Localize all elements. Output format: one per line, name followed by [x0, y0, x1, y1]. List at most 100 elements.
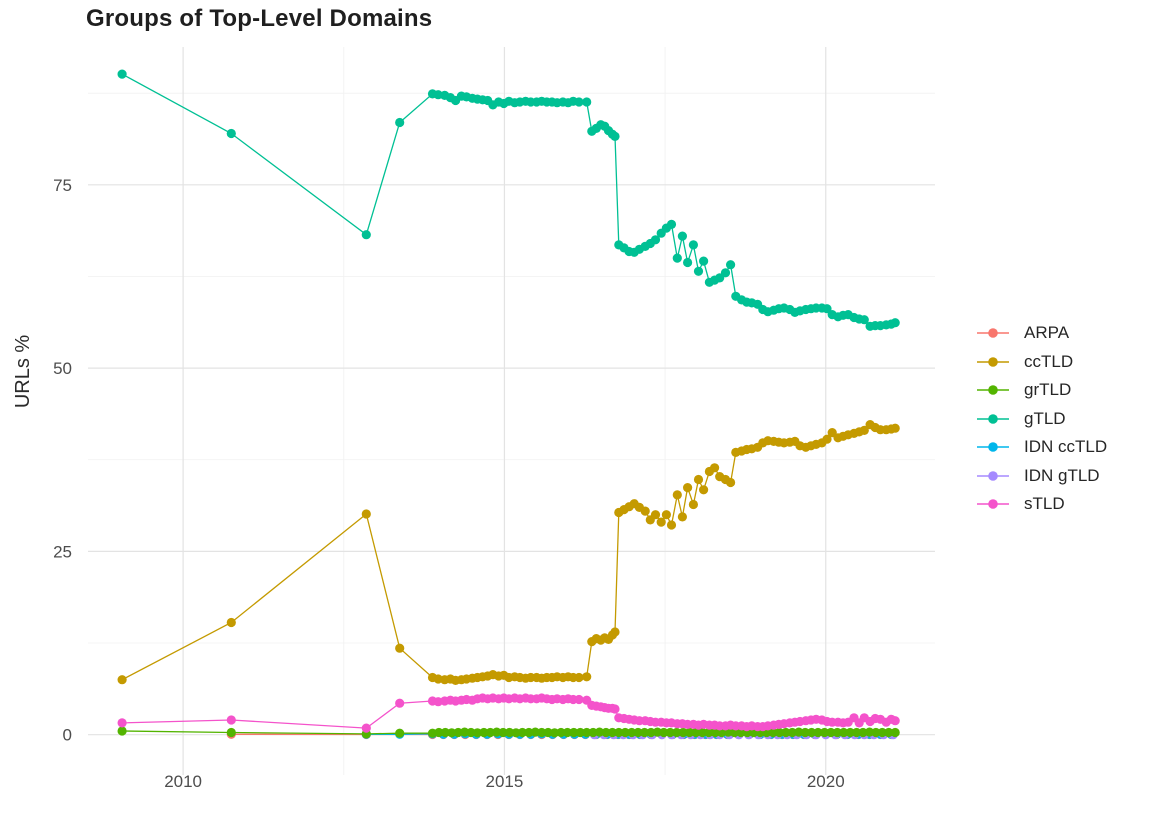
legend-key-dot: [988, 470, 998, 481]
legend-label: ccTLD: [1024, 351, 1074, 371]
legend-item-sTLD: sTLD: [975, 493, 1107, 515]
data-point-grTLD: [871, 727, 881, 738]
data-point-gTLD: [666, 219, 677, 229]
data-point-gTLD: [822, 304, 832, 314]
data-point-ccTLD: [859, 425, 869, 435]
legend-key-IDN ccTLD: [977, 442, 1009, 452]
data-point-sTLD: [117, 718, 127, 728]
data-point-grTLD: [575, 727, 585, 738]
legend-item-IDN ccTLD: IDN ccTLD: [975, 436, 1107, 458]
y-tick-label: 25: [53, 542, 72, 561]
data-point-grTLD: [498, 727, 508, 738]
series-line-gTLD: [121, 73, 896, 327]
data-point-ccTLD: [890, 423, 900, 433]
data-point-gTLD: [890, 318, 900, 328]
data-point-sTLD: [395, 698, 405, 708]
legend-key-sTLD: [977, 499, 1009, 509]
legend-key-dot: [988, 385, 998, 395]
data-point-ccTLD: [661, 510, 672, 520]
legend-label: IDN gTLD: [1024, 465, 1100, 485]
data-point-gTLD: [859, 315, 869, 325]
x-tick-label: 2020: [807, 772, 845, 791]
data-point-grTLD: [665, 727, 675, 738]
legend-key-dot: [988, 413, 998, 424]
data-point-grTLD: [556, 727, 566, 738]
data-point-grTLD: [678, 727, 688, 738]
data-point-ccTLD: [117, 675, 127, 685]
data-point-grTLD: [633, 727, 643, 738]
data-point-gTLD: [672, 253, 682, 263]
data-point-grTLD: [852, 727, 862, 738]
legend-key-dot: [988, 328, 998, 338]
data-point-ccTLD: [666, 520, 677, 530]
data-point-grTLD: [537, 727, 547, 738]
data-point-grTLD: [607, 727, 618, 738]
data-point-sTLD: [226, 715, 236, 725]
legend-item-grTLD: grTLD: [975, 379, 1107, 401]
legend-label: IDN ccTLD: [1024, 437, 1108, 456]
data-point-ccTLD: [688, 499, 699, 510]
data-point-gTLD: [582, 97, 592, 107]
data-point-grTLD: [447, 728, 457, 738]
data-point-grTLD: [813, 727, 823, 738]
legend-key-ccTLD: [977, 356, 1009, 367]
data-point-grTLD: [877, 727, 887, 738]
series-line-ccTLD: [121, 423, 896, 682]
data-point-grTLD: [562, 727, 573, 738]
data-point-grTLD: [569, 727, 579, 738]
data-point-grTLD: [684, 727, 695, 738]
data-point-grTLD: [672, 727, 682, 738]
legend-item-ARPA: ARPA: [975, 322, 1107, 344]
data-point-grTLD: [639, 727, 650, 738]
data-point-sTLD: [574, 694, 584, 705]
data-point-gTLD: [574, 97, 584, 107]
y-tick-label: 75: [53, 176, 72, 195]
data-point-ccTLD: [656, 517, 666, 527]
data-point-ccTLD: [650, 510, 661, 520]
legend-label: grTLD: [1024, 380, 1072, 399]
data-point-ccTLD: [672, 490, 682, 500]
data-point-ccTLD: [726, 477, 736, 488]
data-point-grTLD: [710, 727, 720, 738]
legend-key-dot: [988, 442, 998, 452]
data-point-ccTLD: [361, 509, 371, 519]
data-point-grTLD: [774, 727, 785, 738]
data-point-grTLD: [472, 728, 482, 738]
data-point-gTLD: [688, 240, 699, 250]
data-point-grTLD: [543, 727, 553, 738]
data-point-grTLD: [858, 727, 868, 738]
legend-item-IDN gTLD: IDN gTLD: [975, 465, 1107, 487]
data-point-grTLD: [226, 727, 236, 738]
data-point-ccTLD: [693, 474, 704, 485]
legend-label: sTLD: [1024, 494, 1065, 513]
data-point-ccTLD: [677, 512, 688, 522]
data-point-grTLD: [704, 727, 714, 738]
x-tick-label: 2010: [164, 772, 202, 791]
data-point-ccTLD: [699, 485, 709, 495]
data-point-grTLD: [434, 727, 444, 738]
data-point-ccTLD: [683, 483, 693, 493]
data-point-gTLD: [683, 257, 693, 268]
data-point-grTLD: [517, 727, 528, 738]
data-point-gTLD: [677, 231, 688, 241]
data-point-grTLD: [800, 727, 810, 738]
y-tick-label: 50: [53, 359, 72, 378]
data-point-grTLD: [781, 727, 791, 738]
data-point-grTLD: [395, 728, 405, 738]
data-point-grTLD: [620, 727, 630, 738]
legend-item-gTLD: gTLD: [975, 408, 1107, 430]
data-point-grTLD: [807, 727, 817, 738]
legend-key-IDN gTLD: [977, 470, 1009, 481]
legend-label: gTLD: [1024, 408, 1066, 428]
data-point-grTLD: [819, 727, 830, 738]
data-point-sTLD: [610, 704, 620, 714]
data-point-grTLD: [601, 727, 611, 738]
data-point-ccTLD: [640, 506, 650, 516]
data-point-grTLD: [582, 727, 592, 738]
data-point-grTLD: [594, 727, 605, 737]
data-point-grTLD: [614, 727, 624, 738]
data-point-grTLD: [890, 727, 900, 738]
data-point-grTLD: [839, 727, 849, 738]
legend-key-grTLD: [977, 385, 1009, 395]
